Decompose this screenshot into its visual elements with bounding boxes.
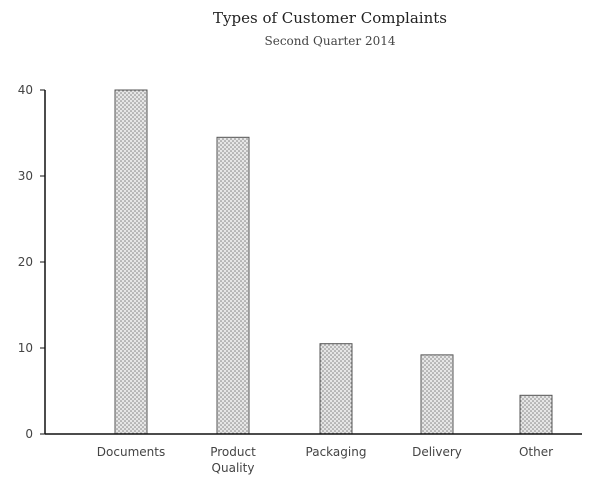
y-tick-label: 0 [25,427,33,441]
x-axis-labels: Documents Product Quality Packaging Delivery… [97,445,553,475]
bars-group [114,89,553,435]
x-tick-label: Documents [97,445,165,459]
chart-title: Types of Customer Complaints [213,9,447,27]
x-tick-label: Packaging [306,445,367,459]
y-tick-label: 20 [18,255,33,269]
y-tick-label: 30 [18,169,33,183]
y-tick-label: 40 [18,83,33,97]
bar-documents [114,89,148,435]
bar-other [519,394,553,435]
x-tick-label: Product Quality [210,445,256,475]
x-tick-label: Other [519,445,553,459]
bar-delivery [420,354,454,435]
y-axis-ticks: 0 10 20 30 40 [18,83,45,441]
bar-product-quality [216,136,250,435]
chart-subtitle: Second Quarter 2014 [265,34,396,48]
y-tick-label: 10 [18,341,33,355]
bar-packaging [319,343,353,435]
x-tick-label: Delivery [412,445,462,459]
